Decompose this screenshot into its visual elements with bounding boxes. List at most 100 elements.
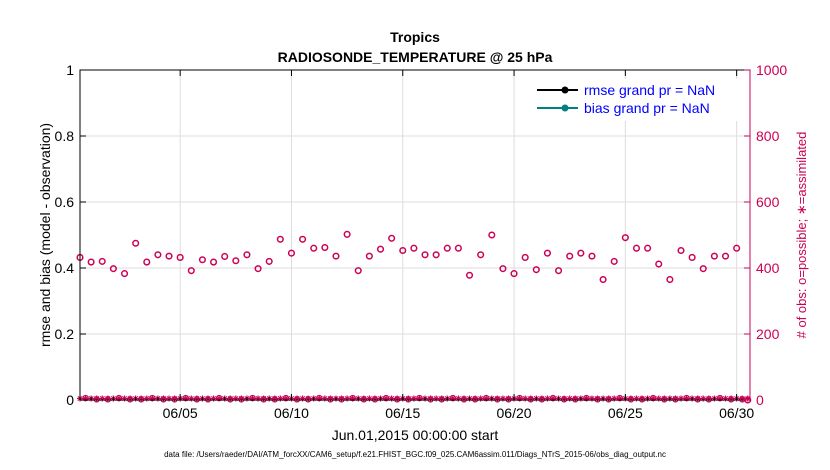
obs-possible-marker <box>677 246 685 255</box>
obs-possible-marker <box>232 257 240 265</box>
assimilated-marker <box>494 395 501 402</box>
assimilated-marker <box>321 395 328 402</box>
obs-possible-marker <box>532 266 540 274</box>
assimilated-marker <box>238 395 245 402</box>
assimilated-marker <box>416 395 423 402</box>
assimilated-marker <box>477 395 484 402</box>
legend-rmse-label: rmse grand pr = NaN <box>584 82 715 98</box>
obs-possible-marker <box>365 252 373 260</box>
assimilated-marker <box>661 395 668 402</box>
obs-possible-marker <box>543 249 551 257</box>
assimilated-marker <box>694 395 701 402</box>
obs-possible-marker <box>666 276 674 284</box>
obs-possible-marker <box>265 257 273 265</box>
assimilated-marker <box>360 395 367 402</box>
assimilated-marker <box>460 395 467 402</box>
obs-possible-marker <box>621 234 629 242</box>
assimilated-marker <box>249 395 256 402</box>
obs-possible-marker <box>399 246 407 255</box>
assimilated-marker <box>366 395 373 402</box>
assimilated-marker <box>566 395 573 402</box>
obs-possible-marker <box>588 252 596 260</box>
assimilated-marker <box>605 395 612 402</box>
x-tick-label: 06/10 <box>274 405 309 421</box>
left-tick-label: 1 <box>66 62 74 78</box>
assimilated-marker <box>544 395 551 402</box>
assimilated-marker <box>371 395 378 402</box>
assimilated-marker <box>616 395 623 402</box>
obs-possible-marker <box>488 231 496 239</box>
obs-possible-marker <box>210 258 218 266</box>
assimilated-marker <box>383 395 390 402</box>
obs-possible-marker <box>510 270 518 278</box>
obs-possible-marker <box>343 230 351 238</box>
x-axis-label: Jun.01,2015 00:00:00 start <box>332 427 499 443</box>
assimilated-marker <box>204 395 211 402</box>
x-tick-label: 06/05 <box>163 405 198 421</box>
obs-possible-marker <box>655 260 663 268</box>
assimilated-marker <box>210 395 217 402</box>
assimilated-marker <box>193 395 200 402</box>
obs-possible-marker <box>276 235 284 243</box>
assimilated-marker <box>739 395 746 402</box>
assimilated-marker <box>344 395 351 402</box>
assimilated-marker <box>171 395 178 402</box>
assimilated-marker <box>188 395 195 402</box>
obs-possible-marker <box>165 252 173 260</box>
assimilated-marker <box>410 395 417 402</box>
obs-possible-marker <box>310 244 318 252</box>
assimilated-marker <box>227 395 234 402</box>
legend-rmse-marker <box>561 86 569 94</box>
obs-possible-marker <box>254 265 262 273</box>
assimilated-marker <box>639 395 646 402</box>
obs-possible-marker <box>443 244 451 252</box>
obs-possible-marker <box>187 267 195 275</box>
legend: rmse grand pr = NaN bias grand pr = NaN <box>533 79 743 121</box>
assimilated-marker <box>216 395 223 402</box>
assimilated-marker <box>149 395 156 402</box>
assimilated-marker <box>499 395 506 402</box>
y-axis-left-label: rmse and bias (model - observation) <box>37 123 53 347</box>
obs-possible-marker <box>699 265 707 273</box>
assimilated-marker <box>672 395 679 402</box>
obs-possible-marker <box>721 252 730 260</box>
obs-possible-marker <box>332 252 340 260</box>
obs-possible-marker <box>477 251 485 259</box>
right-tick-label: 0 <box>756 392 764 408</box>
assimilated-marker <box>516 395 523 402</box>
assimilated-marker <box>427 395 434 402</box>
left-tick-label: 0.4 <box>55 260 75 276</box>
right-tick-label: 1000 <box>756 62 787 78</box>
assimilated-marker <box>271 395 278 402</box>
assimilated-marker <box>449 395 456 402</box>
assimilated-marker <box>338 395 345 402</box>
legend-box <box>533 79 743 121</box>
obs-possible-marker <box>410 244 418 252</box>
obs-possible-marker <box>610 257 618 265</box>
assimilated-marker <box>433 395 440 402</box>
assimilated-marker <box>82 395 89 402</box>
right-axis-ticks: 0 200 400 600 800 1000 <box>744 62 787 408</box>
assimilated-marker <box>522 395 529 402</box>
obs-possible-marker <box>499 265 507 273</box>
obs-possible-marker <box>132 239 140 247</box>
assimilated-marker <box>683 395 690 402</box>
x-tick-label: 06/15 <box>385 405 420 421</box>
assimilated-markers <box>77 395 751 402</box>
right-tick-label: 800 <box>756 128 780 144</box>
obs-possible-marker <box>465 271 474 279</box>
assimilated-marker <box>550 395 557 402</box>
assimilated-marker <box>655 395 662 402</box>
obs-possible-marker <box>577 249 585 257</box>
obs-possible-marker <box>87 258 95 266</box>
obs-possible-marker <box>632 244 641 252</box>
obs-possible-marker <box>376 245 385 253</box>
assimilated-marker <box>166 395 173 402</box>
assimilated-marker <box>277 395 284 402</box>
assimilated-marker <box>282 395 289 402</box>
assimilated-marker <box>611 395 618 402</box>
assimilated-marker <box>327 395 334 402</box>
obs-possible-marker <box>143 258 151 266</box>
